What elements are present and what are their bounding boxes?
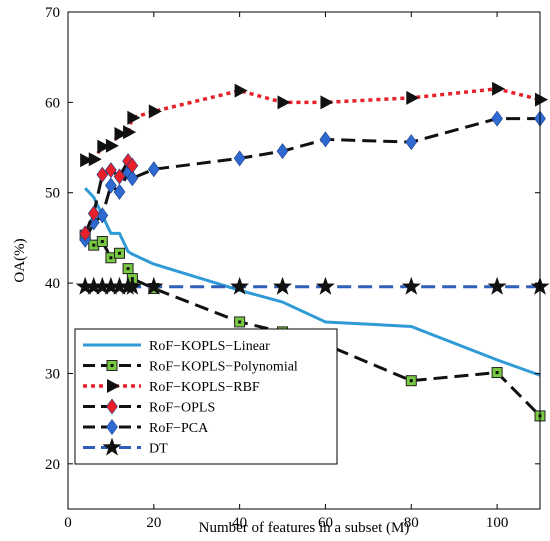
data-point — [105, 138, 119, 153]
series-4 — [79, 110, 546, 248]
data-point — [106, 398, 118, 415]
data-point — [87, 205, 100, 222]
data-point — [107, 379, 120, 393]
x-tick-label: 100 — [486, 515, 509, 531]
y-tick-label: 20 — [45, 457, 60, 473]
data-point — [113, 183, 126, 200]
data-point — [109, 276, 129, 295]
data-point — [230, 276, 250, 295]
legend: RoF−KOPLS−Linear RoF−KOPLS−Polynomial RoF−… — [74, 328, 338, 465]
data-point — [273, 276, 293, 295]
data-point — [405, 134, 418, 151]
marker-center — [409, 379, 413, 383]
y-axis-label: OA(%) — [12, 238, 28, 282]
marker-center — [100, 240, 104, 244]
legend-label: RoF−KOPLS−Linear — [149, 339, 270, 354]
series-5 — [75, 276, 550, 295]
data-point — [535, 92, 548, 107]
marker-center — [495, 371, 499, 375]
series-line — [83, 117, 540, 241]
series-3 — [79, 153, 139, 242]
data-point — [79, 225, 92, 242]
data-point — [492, 81, 506, 96]
x-tick-label: 0 — [64, 515, 72, 531]
data-point — [122, 276, 142, 295]
marker-center — [238, 320, 242, 324]
data-point — [126, 157, 139, 174]
data-point — [234, 83, 248, 98]
marker-center — [117, 251, 121, 255]
data-point — [144, 276, 164, 295]
x-tick-label: 60 — [318, 515, 333, 531]
data-point — [92, 276, 112, 295]
data-point — [84, 276, 104, 295]
data-point — [491, 110, 503, 127]
data-point — [102, 437, 122, 456]
marker-center — [92, 243, 96, 247]
data-point — [97, 139, 111, 154]
data-point — [80, 153, 94, 168]
data-point — [320, 95, 334, 110]
data-point — [233, 150, 246, 167]
x-tick-label: 20 — [146, 515, 161, 531]
data-point — [106, 418, 118, 436]
data-point — [96, 166, 109, 183]
data-point — [315, 276, 335, 295]
data-point — [406, 90, 420, 105]
data-point — [127, 110, 141, 125]
data-point — [319, 131, 332, 148]
data-point — [114, 126, 128, 141]
legend-label: RoF−PCA — [149, 421, 209, 436]
y-tick-label: 70 — [45, 5, 60, 21]
data-point — [401, 276, 421, 295]
data-point — [276, 143, 289, 160]
data-point — [113, 168, 126, 185]
y-tick-label: 60 — [45, 95, 60, 111]
legend-label: DT — [149, 442, 168, 457]
marker-center — [126, 267, 130, 271]
legend-box — [74, 328, 338, 465]
legend-label: RoF−KOPLS−Polynomial — [149, 360, 298, 375]
data-point — [487, 276, 507, 295]
axis-ticks: 0 20 40 60 80 100 20 30 40 50 60 70 — [45, 5, 540, 531]
plot-frame — [67, 11, 541, 510]
data-point — [105, 162, 117, 179]
data-point — [105, 177, 117, 194]
series-2 — [80, 81, 548, 168]
y-tick-label: 40 — [45, 276, 60, 292]
y-tick-label: 50 — [45, 186, 60, 202]
data-point — [277, 95, 291, 110]
y-tick-label: 30 — [45, 366, 60, 382]
legend-label: RoF−OPLS — [149, 401, 215, 416]
legend-label: RoF−KOPLS−RBF — [149, 380, 260, 395]
x-axis-label: Number of features in a subset (M) — [199, 520, 410, 536]
data-point — [148, 104, 162, 119]
data-point — [101, 276, 121, 295]
data-point — [126, 170, 139, 187]
data-point — [147, 161, 160, 178]
data-point — [88, 152, 102, 167]
x-tick-label: 80 — [404, 515, 419, 531]
marker-center — [110, 364, 114, 367]
data-point — [87, 214, 100, 231]
data-point — [123, 125, 137, 140]
x-tick-label: 40 — [232, 515, 247, 531]
data-point — [75, 276, 95, 295]
marker-center — [109, 256, 113, 260]
